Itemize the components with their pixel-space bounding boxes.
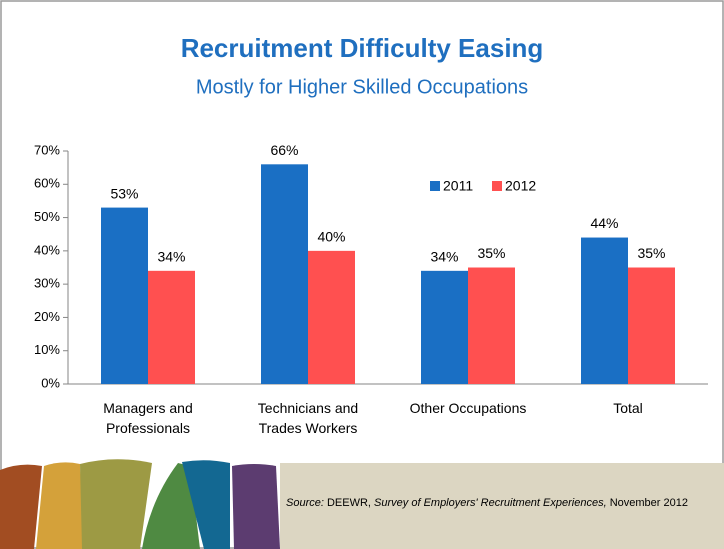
x-tick-label: Total <box>558 398 698 418</box>
y-tick-label: 70% <box>34 142 60 157</box>
x-tick-label: Technicians and Trades Workers <box>238 398 378 438</box>
bar <box>148 271 195 384</box>
chart: Recruitment Difficulty Easing Mostly for… <box>0 0 724 549</box>
bar <box>421 271 468 384</box>
value-label: 66% <box>270 142 298 158</box>
bar <box>581 238 628 384</box>
value-label: 34% <box>430 249 458 265</box>
source-label: Source: <box>286 497 324 509</box>
y-tick-label: 10% <box>34 342 60 357</box>
bar <box>101 208 148 384</box>
chart-subtitle: Mostly for Higher Skilled Occupations <box>196 76 528 98</box>
source-title: Survey of Employers' Recruitment Experie… <box>374 497 607 509</box>
value-label: 44% <box>590 215 618 231</box>
y-tick-label: 20% <box>34 309 60 324</box>
bar <box>628 268 675 385</box>
source-date: November 2012 <box>610 497 688 509</box>
legend-swatch <box>492 181 502 191</box>
legend-swatch <box>430 181 440 191</box>
y-tick-label: 30% <box>34 276 60 291</box>
value-label: 35% <box>637 245 665 261</box>
slide: Recruitment Difficulty Easing Mostly for… <box>0 0 724 549</box>
bar <box>308 251 355 384</box>
decor-shape <box>232 464 280 549</box>
y-tick-label: 60% <box>34 176 60 191</box>
value-label: 34% <box>157 249 185 265</box>
bar <box>261 164 308 384</box>
y-tick-label: 40% <box>34 242 60 257</box>
decor-shape <box>36 462 84 549</box>
x-tick-label: Managers and Professionals <box>78 398 218 438</box>
decor-shape <box>80 459 152 549</box>
value-label: 35% <box>477 245 505 261</box>
bar <box>468 268 515 385</box>
x-tick-label: Other Occupations <box>398 398 538 418</box>
value-label: 53% <box>110 185 138 201</box>
source-org: DEEWR, <box>327 497 371 509</box>
legend-label: 2012 <box>505 178 536 194</box>
source-note: Source: DEEWR, Survey of Employers' Recr… <box>286 497 688 509</box>
y-tick-label: 0% <box>41 375 60 390</box>
chart-title: Recruitment Difficulty Easing <box>181 33 544 63</box>
value-label: 40% <box>317 229 345 245</box>
y-tick-label: 50% <box>34 209 60 224</box>
decor-shape <box>0 465 42 549</box>
legend-label: 2011 <box>443 178 473 194</box>
